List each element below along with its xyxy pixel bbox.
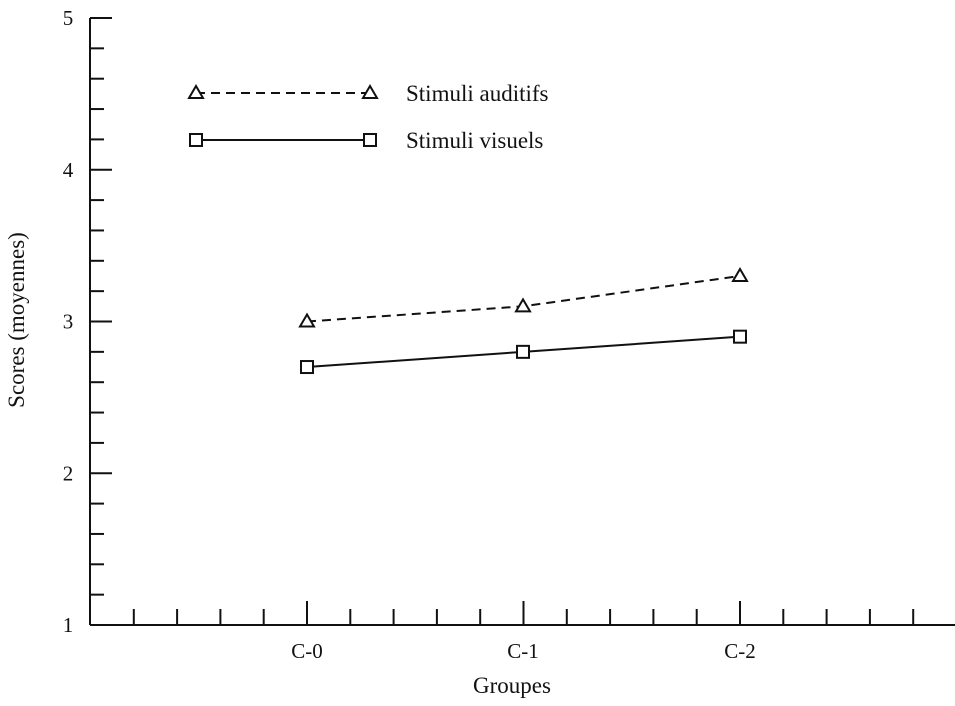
- series-1: [300, 329, 747, 375]
- square-marker: [300, 360, 314, 375]
- x-tick-label: C-1: [507, 639, 539, 663]
- y-tick-label: 2: [63, 461, 74, 485]
- x-ticks: [132, 601, 915, 625]
- legend-triangle-marker: [187, 84, 205, 99]
- y-tick-label: 3: [63, 310, 74, 334]
- series-0: [298, 266, 749, 328]
- legend-entry: Stimuli auditifs: [187, 81, 549, 106]
- triangle-marker: [731, 266, 749, 282]
- series-layer: [298, 266, 749, 375]
- legend-triangle-marker: [361, 84, 379, 99]
- y-tick-label: 4: [63, 158, 74, 182]
- legend-label: Stimuli auditifs: [406, 81, 549, 106]
- square-marker: [733, 329, 747, 344]
- legend-square-marker: [189, 133, 203, 147]
- legend-label: Stimuli visuels: [406, 128, 543, 153]
- legend-entry: Stimuli visuels: [189, 128, 543, 153]
- y-ticks: [90, 17, 112, 626]
- y-axis-title: Scores (moyennes): [4, 232, 29, 408]
- triangle-marker: [514, 297, 532, 313]
- x-tick-label: C-0: [291, 639, 323, 663]
- y-tick-labels: 1 2 3 4 5: [63, 6, 74, 637]
- x-axis-title: Groupes: [473, 673, 551, 698]
- legend-square-marker: [363, 133, 377, 147]
- square-marker: [516, 344, 530, 359]
- triangle-marker: [298, 312, 316, 328]
- legend: Stimuli auditifs Stimuli visuels: [187, 81, 549, 153]
- y-tick-label: 1: [63, 613, 74, 637]
- x-tick-labels: C-0 C-1 C-2: [291, 639, 756, 663]
- y-tick-label: 5: [63, 6, 74, 30]
- x-tick-label: C-2: [724, 639, 756, 663]
